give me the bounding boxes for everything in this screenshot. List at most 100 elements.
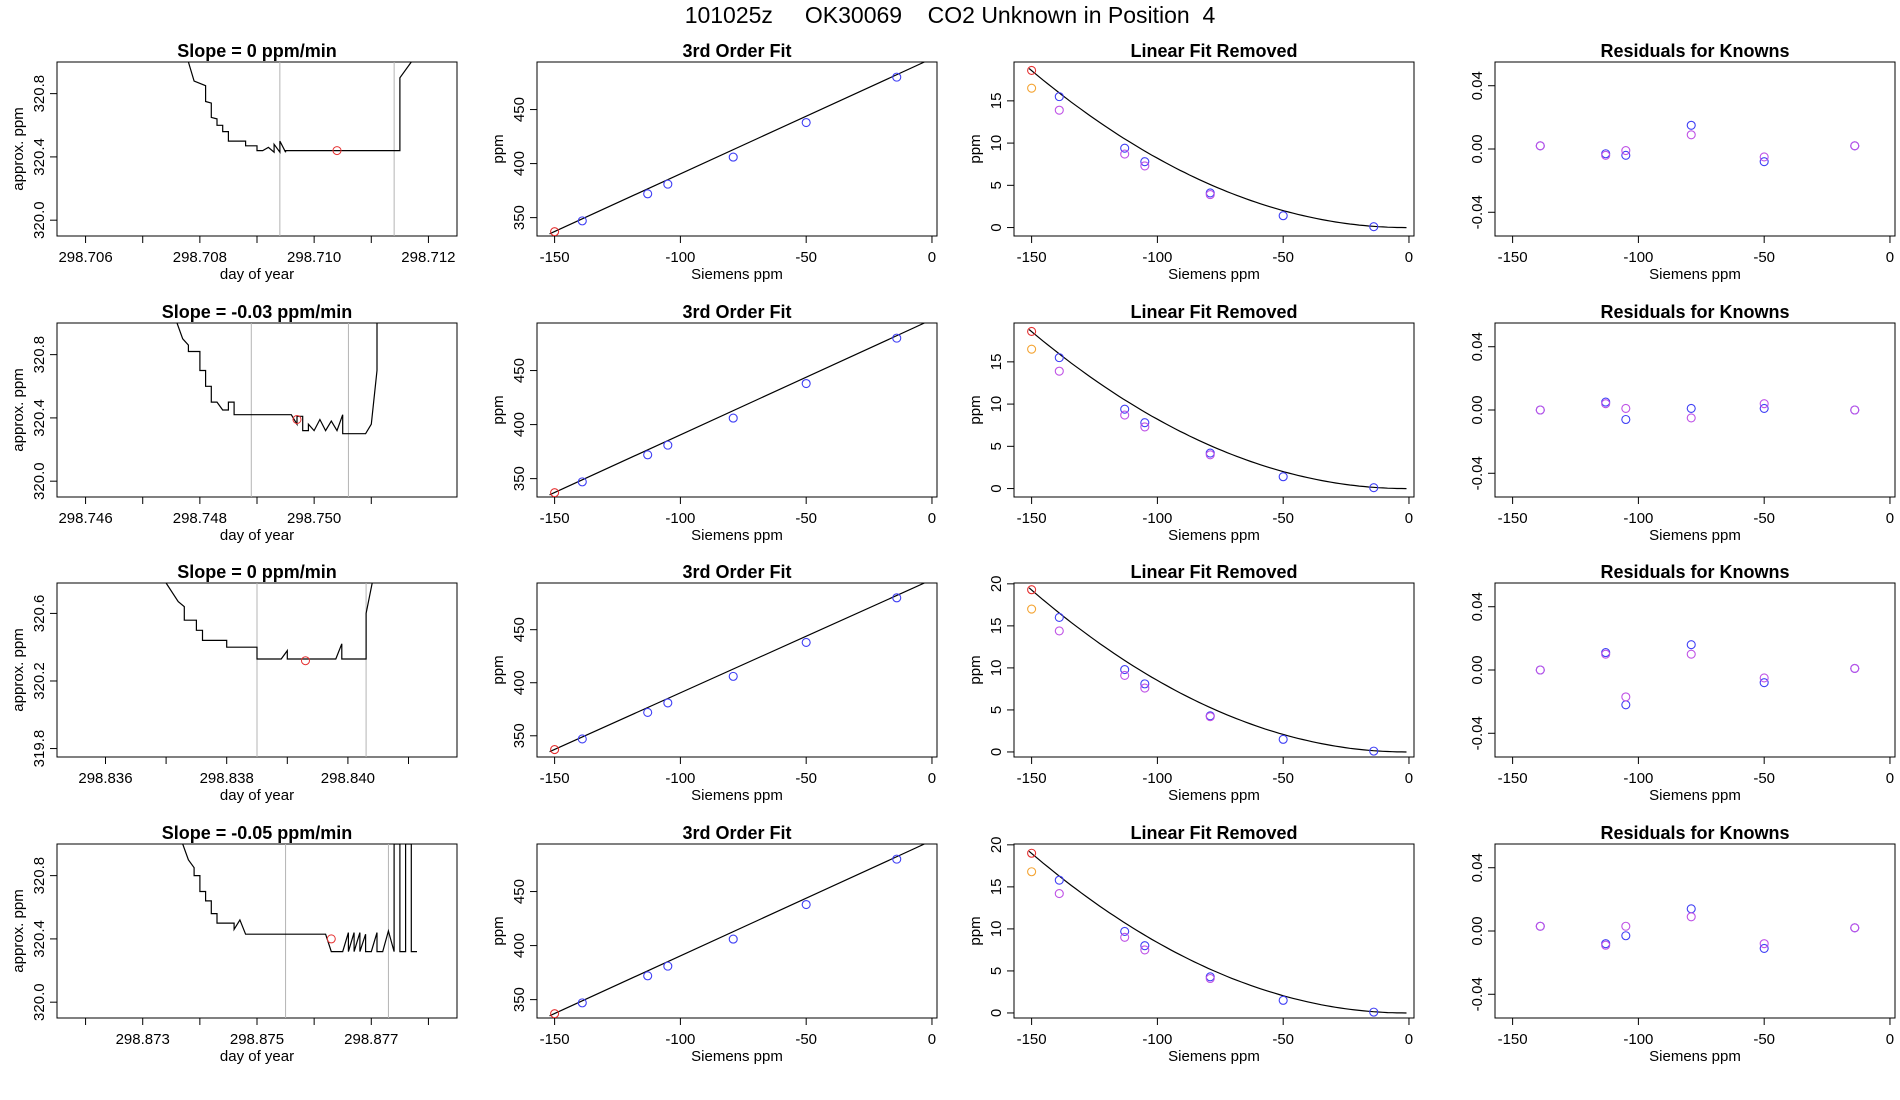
series-line: [176, 323, 378, 435]
x-axis-label: Siemens ppm: [1168, 266, 1260, 283]
data-point: [1120, 149, 1130, 159]
y-tick-label: 400: [511, 412, 528, 437]
y-axis-label: ppm: [490, 655, 507, 684]
data-point: [1369, 222, 1379, 232]
y-tick-label: 5: [988, 967, 1005, 975]
x-tick-label: 0: [1886, 249, 1894, 266]
y-tick-label: 0.04: [1469, 592, 1486, 621]
x-tick-label: -50: [1272, 249, 1294, 266]
y-tick-label: 5: [988, 706, 1005, 714]
data-point: [1027, 65, 1037, 75]
data-point: [577, 216, 587, 226]
plot-frame: [536, 843, 938, 1019]
data-point: [1850, 405, 1860, 415]
x-tick-label: 298.840: [321, 770, 375, 787]
data-point: [1759, 943, 1769, 953]
data-point: [1278, 734, 1288, 744]
plot-content: [182, 844, 417, 1018]
plot-frame: [56, 322, 458, 498]
plot-content: [549, 323, 925, 497]
y-tick-label: 350: [511, 466, 528, 491]
plot-frame: [536, 582, 938, 758]
x-tick-label: -50: [1753, 249, 1775, 266]
data-point: [577, 477, 587, 487]
data-point: [1621, 931, 1631, 941]
x-tick-label: 298.875: [230, 1031, 284, 1048]
y-tick-label: 350: [511, 723, 528, 748]
x-tick-label: 0: [1405, 510, 1413, 527]
y-tick-label: 450: [511, 97, 528, 122]
data-point: [1140, 679, 1150, 689]
x-tick-label: -50: [795, 249, 817, 266]
plot-content: [1535, 904, 1860, 953]
y-tick-label: 0.00: [1469, 655, 1486, 684]
x-axis-label: day of year: [220, 527, 294, 544]
data-point: [1140, 157, 1150, 167]
x-tick-label: 298.710: [287, 249, 341, 266]
y-tick-label: -0.04: [1469, 977, 1486, 1011]
y-axis-label: approx. ppm: [10, 107, 27, 190]
data-point: [801, 378, 811, 389]
x-axis-label: Siemens ppm: [1649, 527, 1741, 544]
fit-line: [549, 323, 925, 496]
data-point: [1054, 889, 1064, 899]
x-tick-label: 0: [1405, 249, 1413, 266]
x-tick-label: 298.708: [173, 249, 227, 266]
data-point: [1140, 941, 1150, 951]
y-tick-label: -0.04: [1469, 716, 1486, 750]
data-point: [1621, 146, 1631, 156]
y-tick-label: 450: [511, 617, 528, 642]
data-point: [1759, 403, 1769, 413]
data-point: [801, 637, 811, 647]
x-tick-label: 0: [928, 249, 936, 266]
x-tick-label: -100: [1142, 1031, 1172, 1048]
data-point: [1120, 410, 1130, 420]
panel-title: Linear Fit Removed: [1130, 302, 1297, 322]
data-point: [1054, 626, 1064, 636]
x-axis-label: Siemens ppm: [1649, 787, 1741, 804]
data-point: [1535, 921, 1545, 931]
x-tick-label: -50: [795, 1031, 817, 1048]
x-tick-label: 298.746: [58, 510, 112, 527]
data-point: [1686, 904, 1696, 914]
data-point: [1120, 932, 1130, 942]
y-tick-label: 350: [511, 205, 528, 230]
fit-line: [549, 844, 925, 1017]
y-tick-label: 0.04: [1469, 332, 1486, 361]
x-axis-label: Siemens ppm: [691, 787, 783, 804]
data-point: [1686, 912, 1696, 922]
x-tick-label: -50: [795, 770, 817, 787]
y-tick-label: 320.2: [31, 662, 48, 700]
data-point: [550, 488, 560, 497]
plot-content: [1027, 326, 1407, 493]
y-axis-label: ppm: [490, 916, 507, 945]
y-tick-label: 450: [511, 358, 528, 383]
plot-frame: [1494, 582, 1896, 758]
y-tick-label: 0: [988, 223, 1005, 231]
x-tick-label: -100: [665, 249, 695, 266]
data-point: [1278, 211, 1288, 221]
chart-panel-1-2: 3rd Order Fit -150 -100 -50 0 350 400 450 Siemen…: [490, 41, 938, 283]
x-tick-label: 298.706: [58, 249, 112, 266]
fit-curve: [1028, 587, 1407, 753]
data-point: [1601, 150, 1611, 160]
panel-title: 3rd Order Fit: [682, 41, 791, 61]
plot-frame: [56, 843, 458, 1019]
x-tick-label: -100: [1623, 770, 1653, 787]
chart-panel-2-2: 3rd Order Fit -150 -100 -50 0 350 400 450 Siemen…: [490, 302, 938, 544]
x-axis-label: Siemens ppm: [691, 527, 783, 544]
x-tick-label: -150: [540, 249, 570, 266]
data-point: [643, 450, 653, 460]
x-tick-label: 0: [928, 1031, 936, 1048]
plot-content: [549, 844, 925, 1018]
data-point: [1759, 673, 1769, 683]
data-point: [1027, 344, 1037, 354]
x-tick-label: -100: [1142, 770, 1172, 787]
data-point: [1686, 130, 1696, 140]
data-point: [1205, 712, 1215, 722]
fit-line: [549, 583, 925, 753]
chart-panel-3-1: Slope = 0 ppm/min 298.836 298.838 298.840 31…: [10, 562, 458, 804]
x-tick-label: -100: [665, 770, 695, 787]
chart-panel-2-3: Linear Fit Removed -150 -100 -50 0 0 5 10 15 Siem…: [967, 302, 1415, 544]
y-tick-label: 0.04: [1469, 71, 1486, 100]
